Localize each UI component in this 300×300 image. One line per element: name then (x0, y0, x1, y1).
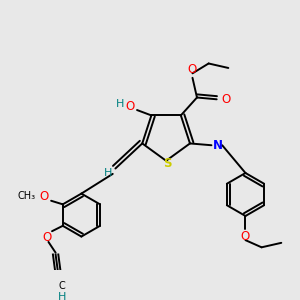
Text: O: O (39, 190, 49, 203)
Text: O: O (221, 93, 230, 106)
Text: CH₃: CH₃ (18, 191, 36, 201)
Text: O: O (188, 63, 197, 76)
Text: O: O (125, 100, 134, 113)
Text: H: H (116, 99, 124, 109)
Text: H: H (58, 292, 66, 300)
Text: O: O (42, 231, 51, 244)
Text: N: N (213, 139, 223, 152)
Text: C: C (58, 281, 65, 291)
Text: O: O (241, 230, 250, 243)
Text: H: H (104, 168, 112, 178)
Text: S: S (163, 157, 171, 170)
